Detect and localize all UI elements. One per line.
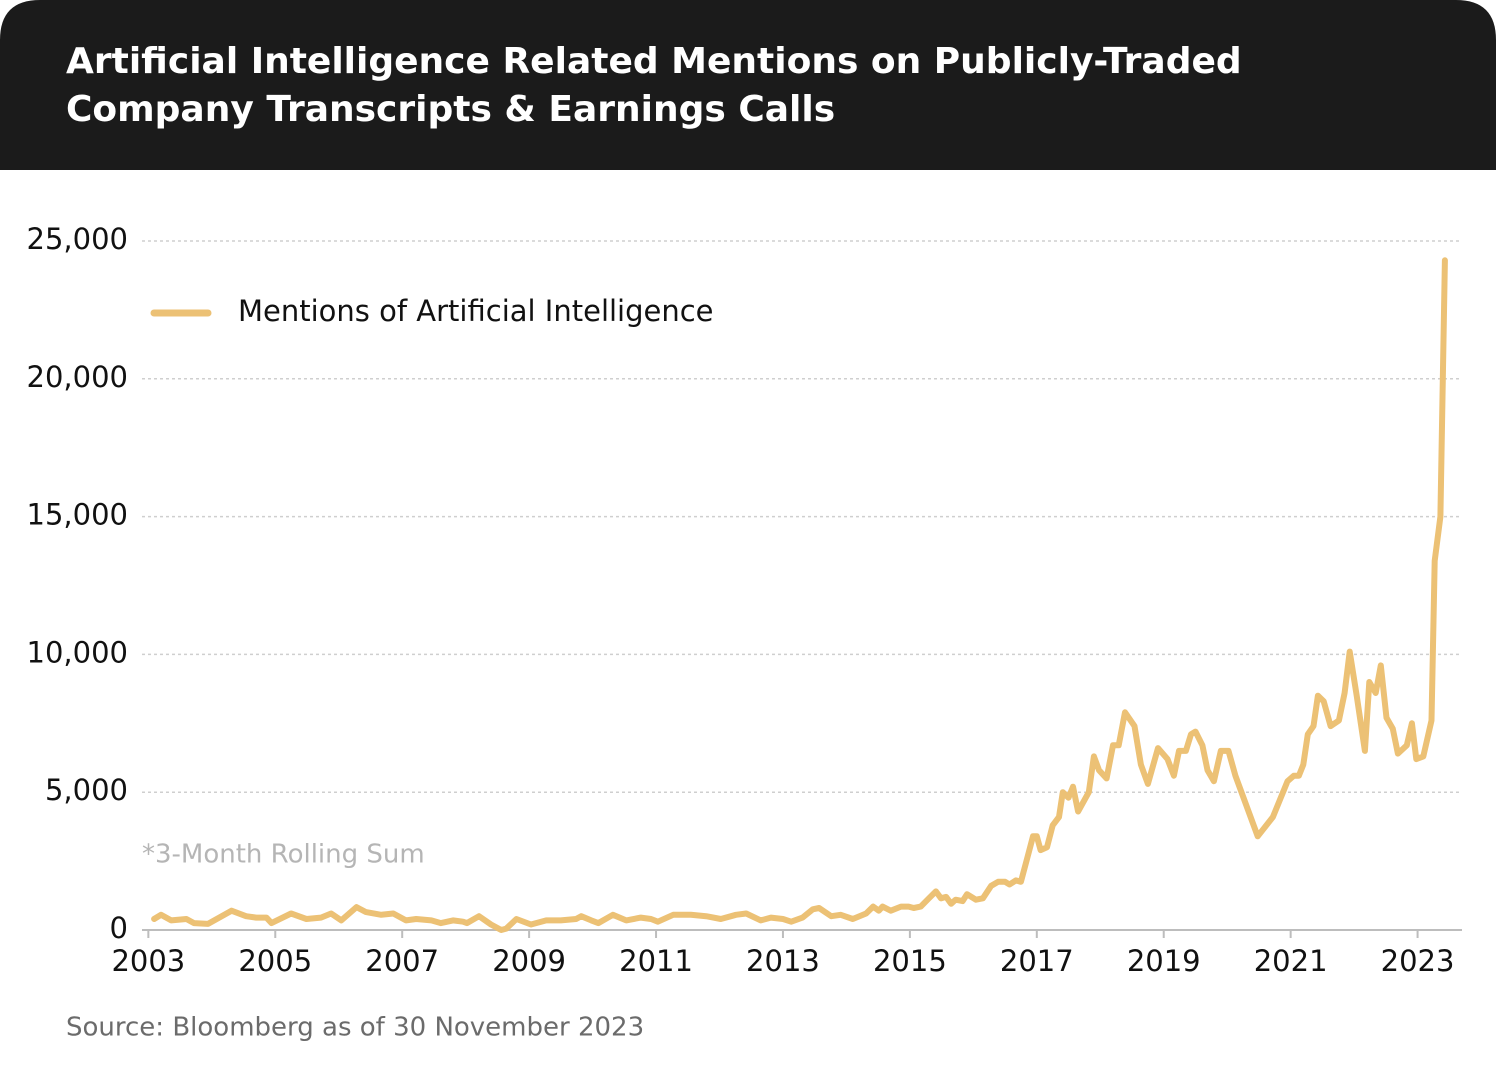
note: *3-Month Rolling Sum (142, 840, 425, 870)
x-tick-label: 2007 (365, 944, 439, 978)
x-tick-label: 2011 (619, 944, 693, 978)
y-tick-label: 0 (110, 911, 128, 945)
y-tick-label: 5,000 (45, 773, 128, 807)
data-line (151, 257, 1448, 933)
x-tick-label: 2019 (1127, 944, 1201, 978)
y-tick-label: 20,000 (27, 360, 128, 394)
x-tick-label: 2009 (492, 944, 566, 978)
chart-title: Artificial Intelligence Related Mentions… (66, 41, 1242, 130)
y-tick-label: 10,000 (27, 635, 128, 669)
x-tick-label: 2015 (873, 944, 947, 978)
x-tick-label: 2003 (111, 944, 185, 978)
legend-label: Mentions of Artificial Intelligence (238, 294, 714, 328)
x-tick-label: 2017 (1000, 944, 1074, 978)
x-tick-label: 2005 (238, 944, 312, 978)
source: Source: Bloomberg as of 30 November 2023 (66, 1013, 644, 1043)
x-tick-label: 2013 (746, 944, 820, 978)
y-tick-label: 25,000 (27, 222, 128, 256)
x-tick-label: 2023 (1381, 944, 1455, 978)
y-tick-label: 15,000 (27, 498, 128, 532)
header-band (0, 0, 1496, 170)
x-tick-label: 2021 (1254, 944, 1328, 978)
